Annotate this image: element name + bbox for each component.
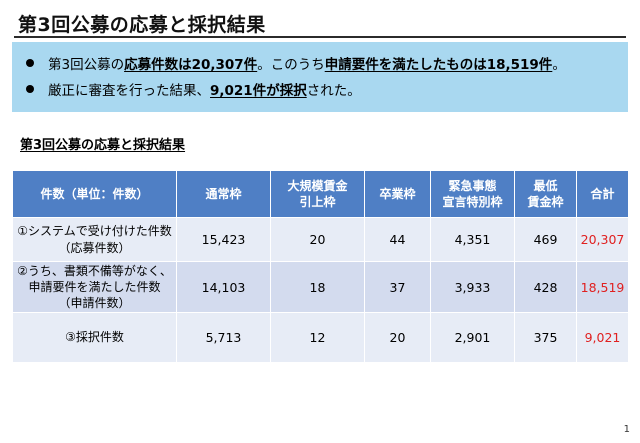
header-total: 合計 [576,170,629,218]
cell-graduate: 20 [364,312,431,363]
summary-text: 第3回公募の [48,57,125,73]
summary-box: 第3回公募の 応募件数は20,307件 。このうち 申請要件を満たしたものは18,51… [12,42,628,112]
summary-text: 厳正に審査を行った結果、 [48,83,210,99]
summary-text: された。 [306,83,361,99]
cell-total: 20,307 [576,217,629,262]
header-normal: 通常枠 [176,170,271,218]
summary-highlight-applications: 応募件数は20,307件 [124,57,258,73]
cell-min-wage: 375 [514,312,577,363]
row-label: ②うち、書類不備等がなく、 申請要件を満たした件数 （申請件数） [12,261,177,313]
cell-min-wage: 428 [514,261,577,313]
bullet-icon [26,59,34,67]
header-emergency: 緊急事態 宣言特別枠 [430,170,515,218]
cell-normal: 5,713 [176,312,271,363]
table-header-row: 件数（単位：件数） 通常枠 大規模賃金 引上枠 卒業枠 緊急事態 宣言特別枠 最低賃… [12,170,629,218]
row-label: ③採択件数 [12,312,177,363]
summary-text: 。このうち [257,57,325,73]
results-table: 件数（単位：件数） 通常枠 大規模賃金 引上枠 卒業枠 緊急事態 宣言特別枠 最低賃… [12,170,629,363]
cell-graduate: 37 [364,261,431,313]
cell-large-wage: 20 [270,217,365,262]
table-row: ③採択件数 5,713 12 20 2,901 375 9,021 [12,312,629,363]
cell-min-wage: 469 [514,217,577,262]
row-label: ①システムで受け付けた件数 （応募件数） [12,217,177,262]
section-title: 第3回公募の応募と採択結果 [20,138,186,153]
cell-normal: 14,103 [176,261,271,313]
table-row: ①システムで受け付けた件数 （応募件数） 15,423 20 44 4,351 4… [12,217,629,262]
cell-total: 9,021 [576,312,629,363]
title-divider [14,36,626,38]
summary-text: 。 [552,57,566,73]
summary-line-adopted: 厳正に審査を行った結果、 9,021件が採択 された。 [26,76,616,102]
cell-emergency: 4,351 [430,217,515,262]
cell-emergency: 2,901 [430,312,515,363]
summary-highlight-adopted: 9,021件が採択 [210,83,307,99]
cell-large-wage: 18 [270,261,365,313]
cell-large-wage: 12 [270,312,365,363]
cell-normal: 15,423 [176,217,271,262]
cell-emergency: 3,933 [430,261,515,313]
page-title: 第3回公募の応募と採択結果 [18,14,266,36]
bullet-icon [26,85,34,93]
summary-line-applications: 第3回公募の 応募件数は20,307件 。このうち 申請要件を満たしたものは18,51… [26,50,616,76]
page-number: 1 [623,424,630,435]
summary-highlight-eligible: 申請要件を満たしたものは18,519件 [324,57,553,73]
header-graduate: 卒業枠 [364,170,431,218]
header-min-wage: 最低 賃金枠 [514,170,577,218]
table-row: ②うち、書類不備等がなく、 申請要件を満たした件数 （申請件数） 14,103 18… [12,261,629,313]
header-large-wage: 大規模賃金 引上枠 [270,170,365,218]
header-label: 件数（単位：件数） [12,170,177,218]
cell-graduate: 44 [364,217,431,262]
cell-total: 18,519 [576,261,629,313]
